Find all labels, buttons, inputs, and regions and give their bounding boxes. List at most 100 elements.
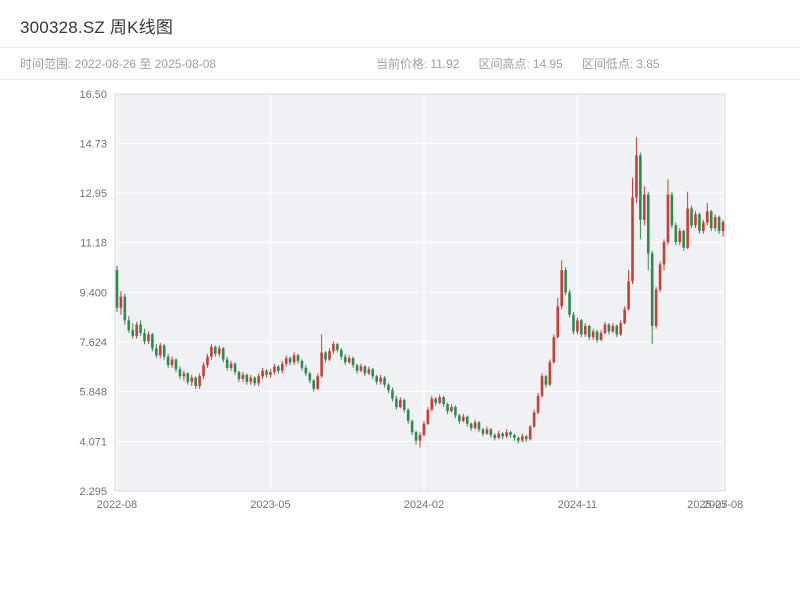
- candle-body: [127, 320, 131, 331]
- candle-body: [139, 324, 142, 333]
- candle-body: [611, 325, 615, 332]
- candle-body: [347, 358, 351, 363]
- candle-body: [395, 398, 398, 408]
- y-tick-label: 11.18: [80, 238, 107, 250]
- candle-body: [477, 422, 481, 430]
- candle-body: [635, 155, 638, 198]
- candle-body: [650, 253, 654, 326]
- y-tick-label: 9.400: [79, 287, 107, 299]
- candle-body: [564, 270, 567, 293]
- candle-body: [261, 370, 264, 377]
- candle-body: [524, 436, 528, 440]
- header: 300328.SZ 周K线图 时间范围: 2022-08-26 至 2025-0…: [0, 0, 800, 80]
- candle-body: [560, 270, 563, 307]
- candle-body: [591, 331, 595, 338]
- candle-body: [410, 420, 414, 433]
- y-tick-label: 7.624: [79, 337, 107, 349]
- candle-body: [528, 426, 532, 440]
- candle-body: [627, 281, 630, 310]
- candle-body: [332, 344, 335, 352]
- candle-body: [615, 325, 619, 335]
- candle-body: [489, 429, 493, 435]
- y-tick-label: 2.295: [79, 486, 107, 498]
- candle-body: [670, 194, 674, 226]
- candle-body: [210, 346, 213, 357]
- candle-body: [241, 374, 245, 380]
- candle-body: [568, 292, 571, 315]
- candle-body: [434, 398, 438, 403]
- candle-body: [721, 222, 725, 231]
- y-tick-label: 16.50: [79, 89, 107, 101]
- candle-body: [316, 376, 319, 389]
- candle-body: [694, 214, 697, 226]
- y-tick-label: 14.73: [79, 138, 107, 150]
- candle-body: [430, 398, 434, 410]
- range-high-label: 区间高点:: [478, 57, 530, 71]
- candle-body: [454, 407, 457, 416]
- price-stats: 当前价格: 11.92 区间高点: 14.95 区间低点: 3.85: [376, 55, 663, 72]
- candle-body: [119, 296, 123, 308]
- candle-body: [328, 351, 331, 360]
- x-tick-label: 2025-07: [687, 499, 727, 511]
- range-high-stat: 区间高点: 14.95: [478, 55, 565, 72]
- candle-body: [690, 208, 693, 226]
- candle-body: [702, 222, 705, 231]
- header-divider-bottom: [0, 79, 800, 80]
- candle-body: [705, 211, 709, 223]
- candle-body: [339, 349, 343, 357]
- candle-body: [698, 214, 701, 231]
- candle-body: [709, 211, 713, 229]
- candle-body: [654, 289, 658, 326]
- candle-body: [355, 365, 359, 371]
- candle-body: [379, 377, 382, 382]
- candle-body: [678, 230, 682, 243]
- candle-body: [253, 377, 257, 384]
- candle-body: [587, 325, 591, 338]
- candle-body: [233, 363, 237, 373]
- candle-body: [465, 416, 469, 424]
- candle-body: [674, 225, 678, 243]
- candle-body: [115, 270, 119, 308]
- candle-body: [324, 352, 327, 360]
- candle-body: [273, 366, 276, 373]
- candle-body: [363, 366, 367, 374]
- candle-body: [544, 376, 548, 385]
- range-low-label: 区间低点:: [581, 57, 634, 71]
- candle-body: [277, 366, 280, 371]
- candle-body: [178, 369, 182, 377]
- candle-body: [143, 332, 146, 342]
- candle-body: [206, 356, 209, 366]
- candle-body: [151, 334, 154, 349]
- candle-body: [662, 242, 666, 265]
- time-range-label: 时间范围: 2022-08-26 至 2025-08-08: [20, 57, 217, 71]
- current-price-stat: 当前价格: 11.92: [376, 55, 462, 72]
- candle-body: [229, 363, 233, 368]
- candle-body: [548, 362, 552, 385]
- candle-body: [336, 344, 339, 350]
- page-title: 300328.SZ 周K线图: [20, 18, 174, 37]
- candle-body: [458, 415, 461, 421]
- candle-body: [406, 409, 410, 421]
- candle-body: [320, 352, 323, 377]
- candle-body: [123, 296, 127, 321]
- kline-chart: 16.50 14.73 12.95 11.18 9.400 7.624 5.848 4.071…: [79, 89, 743, 511]
- candle-body: [147, 334, 150, 342]
- candle-body: [221, 348, 225, 360]
- candle-body: [599, 332, 603, 340]
- candle-body: [438, 397, 441, 403]
- candle-body: [225, 359, 229, 368]
- candle-body: [426, 409, 430, 424]
- candle-body: [304, 367, 308, 374]
- candle-body: [135, 324, 138, 336]
- candle-body: [595, 331, 599, 340]
- candle-body: [351, 358, 355, 366]
- kline-chart-container: 16.50 14.73 12.95 11.18 9.400 7.624 5.848 4.071…: [0, 80, 800, 540]
- candle-body: [162, 345, 166, 357]
- plot-border: [114, 93, 726, 492]
- candle-body: [391, 390, 394, 399]
- range-high-value: 14.95: [532, 57, 563, 71]
- candle-body: [257, 376, 260, 384]
- candle-body: [245, 374, 249, 382]
- candle-body: [493, 434, 497, 438]
- candle-body: [237, 372, 241, 380]
